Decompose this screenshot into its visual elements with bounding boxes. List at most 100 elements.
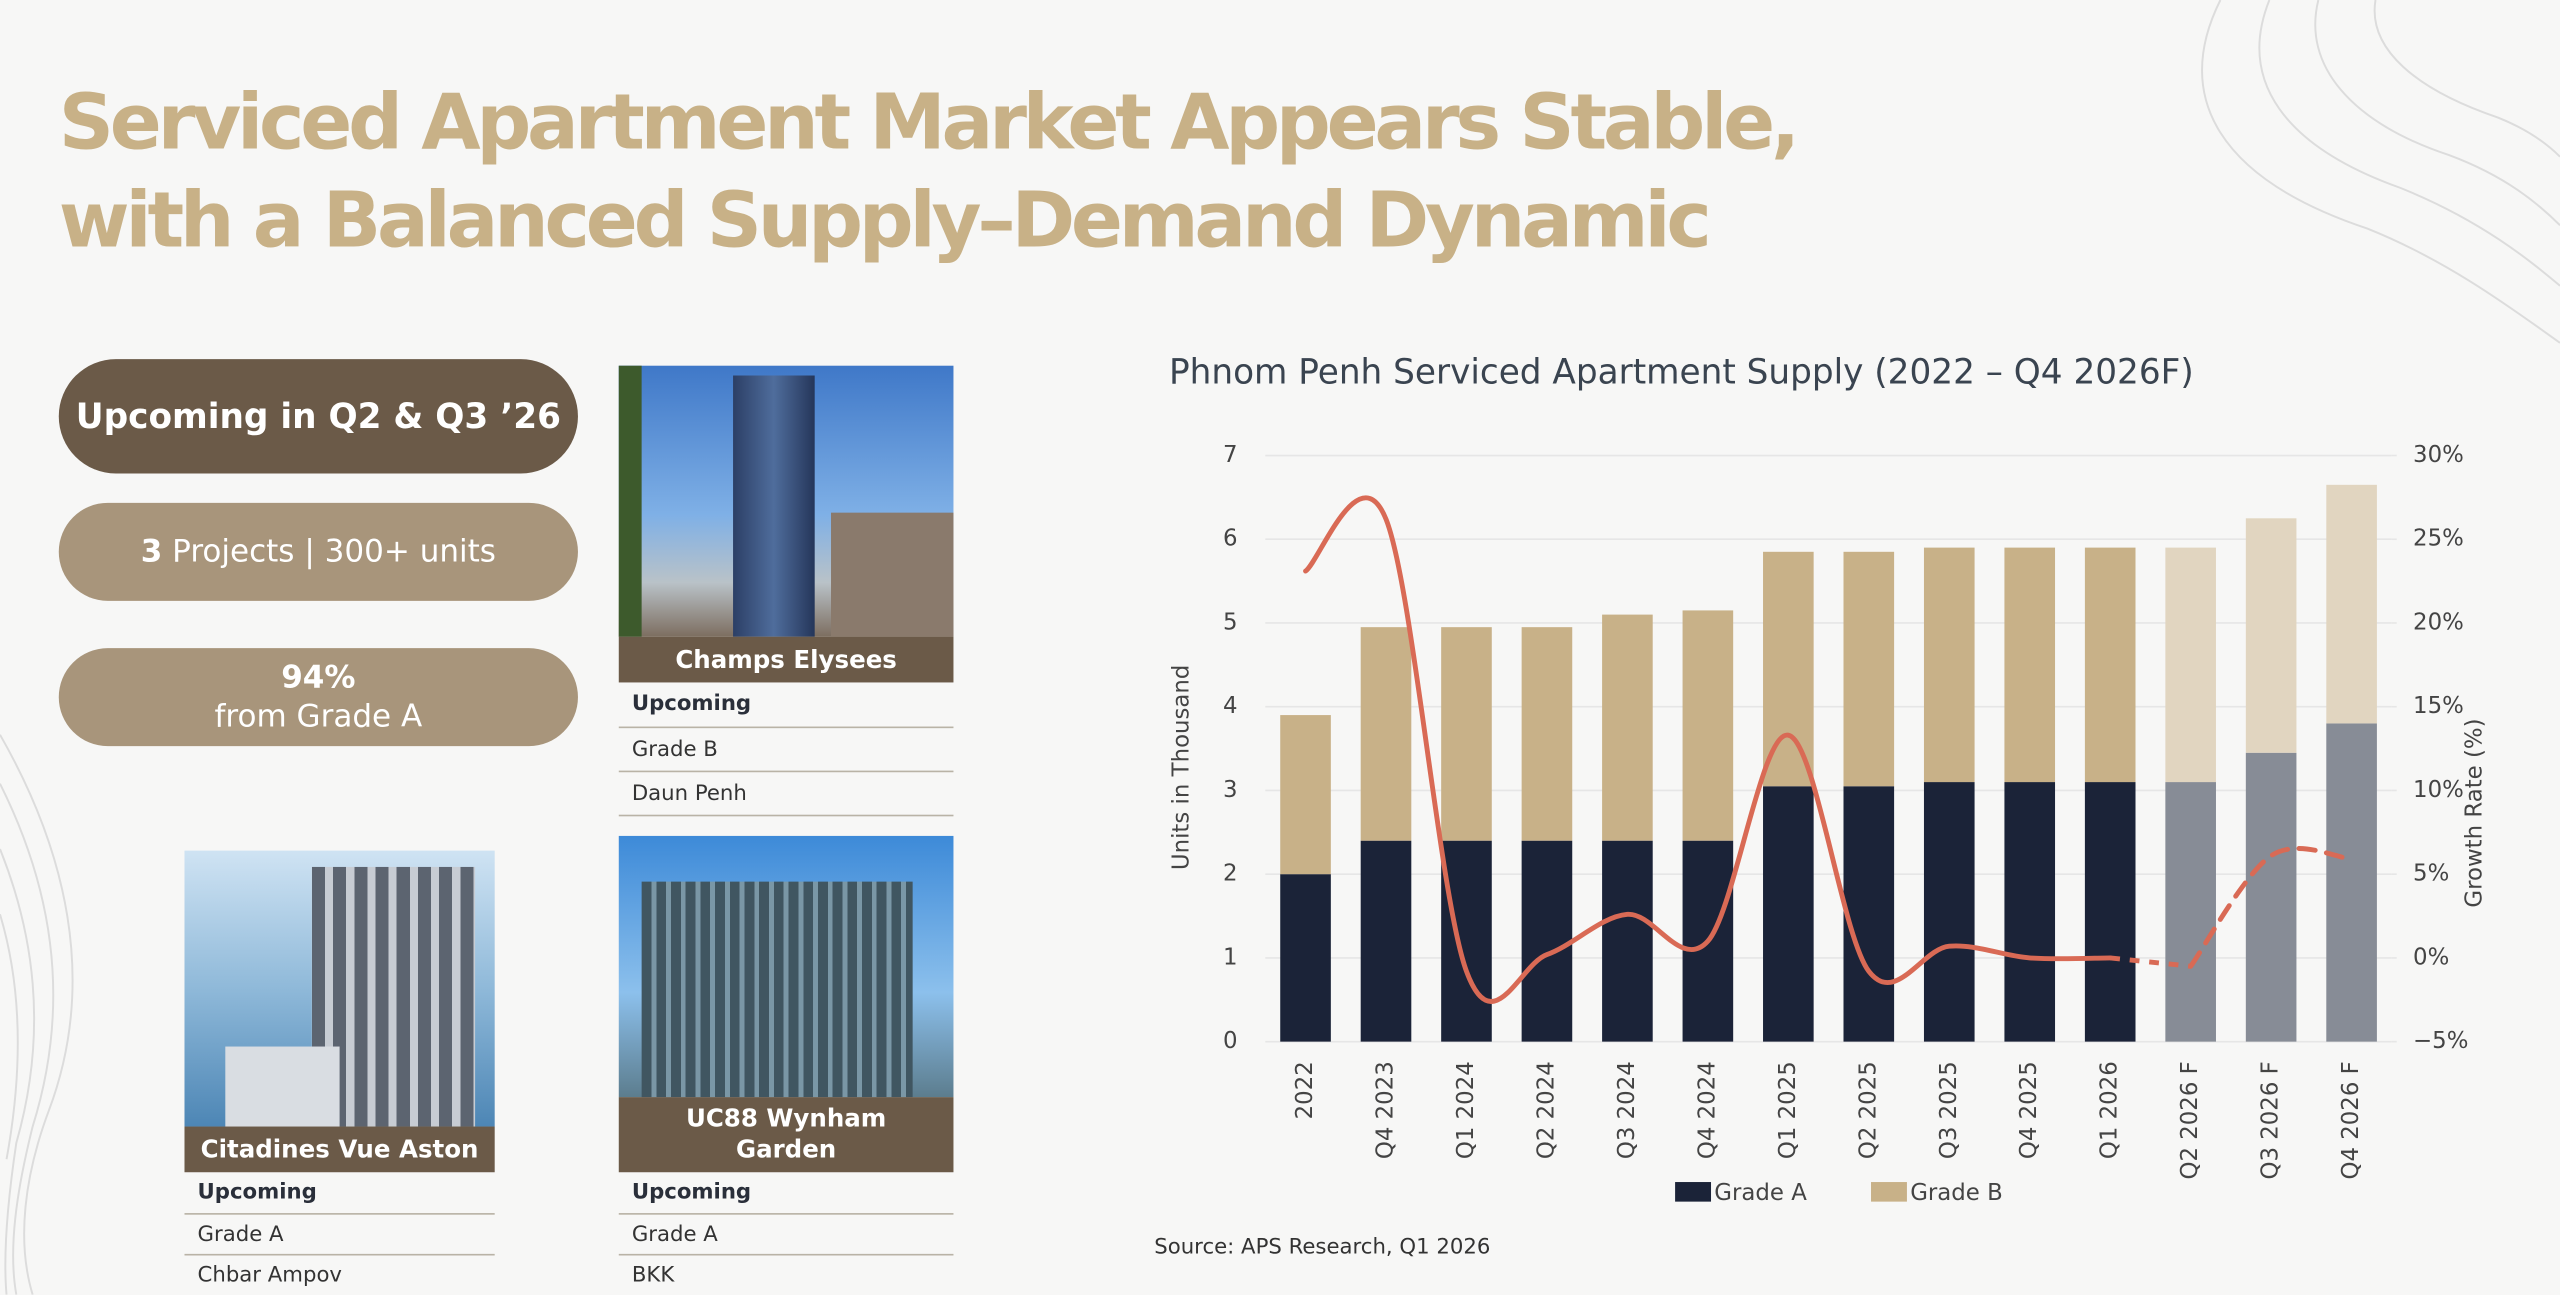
- x-tick-label: Q1 2025: [1775, 1061, 1801, 1159]
- bar: [1763, 786, 1814, 1042]
- x-tick-label: Q4 2023: [1373, 1061, 1399, 1159]
- y-tick-label: 6: [1223, 526, 1238, 552]
- project-location: Daun Penh: [618, 772, 954, 817]
- y-tick-label: 0: [1223, 1028, 1238, 1054]
- project-status: Upcoming: [618, 682, 954, 729]
- legend-swatch: [1675, 1182, 1712, 1202]
- project-photo: [618, 365, 954, 637]
- bar: [2326, 484, 2377, 724]
- x-tick-label: Q2 2026 F: [2177, 1061, 2203, 1179]
- bar: [1441, 627, 1492, 841]
- project-photo: [618, 835, 954, 1098]
- x-tick-label: Q2 2025: [1855, 1061, 1881, 1159]
- y-tick-label: 5: [1223, 609, 1238, 635]
- bar: [2084, 547, 2136, 783]
- bar: [2165, 547, 2216, 783]
- project-photo: [184, 850, 495, 1127]
- y2-axis-title: Growth Rate (%): [2462, 718, 2488, 907]
- y-tick-label: 1: [1223, 944, 1238, 970]
- bar: [2004, 547, 2056, 783]
- project-grade: Grade A: [618, 1215, 954, 1256]
- legend-swatch: [1871, 1182, 1907, 1202]
- growth-line: [1303, 495, 2113, 1004]
- x-tick-label: Q1 2026: [2097, 1061, 2123, 1159]
- x-tick-label: Q4 2024: [1694, 1061, 1720, 1159]
- bar: [2245, 752, 2297, 1042]
- bar: [1923, 547, 1975, 783]
- project-grade: Grade A: [184, 1215, 495, 1256]
- project-status: Upcoming: [184, 1172, 495, 1215]
- y-tick-label: 7: [1223, 442, 1238, 468]
- x-tick-label: Q3 2024: [1614, 1061, 1640, 1159]
- project-name-text: UC88 Wynham Garden: [685, 1103, 887, 1165]
- legend-label: Grade A: [1714, 1180, 1807, 1206]
- chart-source: Source: APS Research, Q1 2026: [1154, 1234, 1490, 1259]
- x-tick-label: Q2 2024: [1533, 1061, 1559, 1159]
- bar: [1843, 551, 1895, 787]
- title-line: Serviced Apartment Market Appears Stable…: [58, 78, 1800, 169]
- title-line: with a Balanced Supply–Demand Dynamic: [58, 176, 1712, 267]
- bar: [1280, 874, 1331, 1042]
- x-tick-label: Q1 2024: [1453, 1061, 1479, 1159]
- project-grade: Grade B: [618, 728, 954, 773]
- bar: [1521, 840, 1573, 1042]
- bar: [2245, 518, 2297, 753]
- bar: [1602, 840, 1653, 1042]
- x-tick-label: Q4 2025: [2016, 1061, 2042, 1159]
- highlight-pill: Upcoming in Q2 & Q3 ’26: [58, 359, 578, 474]
- bar: [1682, 610, 1734, 841]
- project-name: Champs Elysees: [618, 636, 954, 683]
- bar: [1280, 715, 1331, 875]
- y2-tick-label: 30%: [2413, 442, 2464, 468]
- x-tick-label: 2022: [1292, 1061, 1318, 1119]
- bar: [1360, 627, 1412, 841]
- y2-tick-label: 0%: [2413, 944, 2449, 970]
- project-name: UC88 Wynham Garden: [618, 1097, 954, 1173]
- forecast-connector: [2109, 955, 2191, 969]
- y2-tick-label: 20%: [2413, 609, 2464, 635]
- bar: [1602, 614, 1653, 841]
- bar: [1521, 627, 1573, 841]
- y-tick-label: 2: [1223, 861, 1238, 887]
- project-name: Citadines Vue Aston: [184, 1126, 495, 1173]
- x-tick-label: Q3 2026 F: [2258, 1061, 2284, 1179]
- bar: [2165, 782, 2216, 1042]
- x-tick-label: Q4 2026 F: [2338, 1061, 2364, 1179]
- y2-tick-label: −5%: [2413, 1028, 2468, 1054]
- bar: [2084, 782, 2136, 1042]
- bar: [1360, 840, 1412, 1042]
- highlight-pill: 94% from Grade A: [58, 648, 578, 747]
- bar: [1441, 840, 1492, 1042]
- y-tick-label: 4: [1223, 693, 1238, 719]
- y2-tick-label: 15%: [2413, 693, 2464, 719]
- pill-count: 94%: [281, 659, 356, 696]
- legend-label: Grade B: [1910, 1180, 2003, 1206]
- growth-line: [2188, 846, 2355, 969]
- bar: [1923, 782, 1975, 1042]
- project-location: Chbar Ampov: [184, 1256, 494, 1295]
- y2-tick-label: 25%: [2413, 526, 2464, 552]
- pill-text: Projects | 300+ units: [172, 533, 496, 570]
- pill-count: 3: [140, 533, 163, 570]
- y-tick-label: 3: [1223, 777, 1238, 803]
- x-tick-label: Q3 2025: [1936, 1061, 1962, 1159]
- y2-tick-label: 5%: [2413, 861, 2449, 887]
- bar: [1843, 786, 1895, 1042]
- bar: [2004, 782, 2056, 1042]
- project-status: Upcoming: [618, 1172, 954, 1215]
- project-location: BKK: [619, 1256, 954, 1295]
- chart-title: Phnom Penh Serviced Apartment Supply (20…: [1169, 352, 2194, 392]
- bar: [1763, 551, 1814, 787]
- pill-text: from Grade A: [214, 698, 423, 735]
- slide-title: Serviced Apartment Market Appears Stable…: [58, 75, 1800, 271]
- y2-tick-label: 10%: [2413, 777, 2464, 803]
- pill-text: Upcoming in Q2 & Q3 ’26: [75, 396, 561, 436]
- y-axis-title: Units in Thousand: [1169, 665, 1195, 871]
- bar: [2326, 723, 2377, 1042]
